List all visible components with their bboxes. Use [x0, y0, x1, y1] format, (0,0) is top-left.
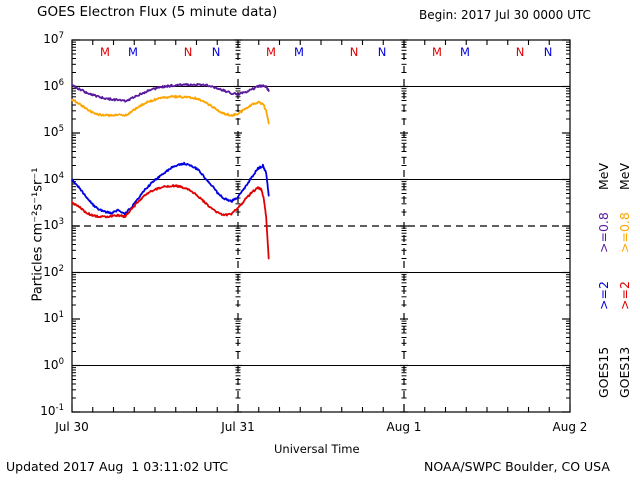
- event-flag-n: N: [543, 45, 553, 59]
- data-series-line: [71, 94, 270, 125]
- updated-timestamp: Updated 2017 Aug 1 03:11:02 UTC: [6, 459, 229, 474]
- y-tick-label: 107: [43, 31, 64, 46]
- event-flag-n: N: [211, 45, 221, 59]
- y-tick-label: 101: [43, 310, 64, 325]
- event-flag-m: M: [432, 45, 442, 59]
- event-flag-m: M: [266, 45, 276, 59]
- event-flag-m: M: [100, 45, 110, 59]
- x-tick-label: Jul 31: [221, 420, 255, 434]
- x-tick-label: Jul 30: [55, 420, 89, 434]
- y-tick-label: 106: [43, 77, 64, 93]
- x-tick-label: Aug 1: [386, 420, 422, 434]
- y-tick-label: 10-1: [40, 403, 64, 418]
- event-flag-n: N: [349, 45, 359, 59]
- y-tick-label: 100: [43, 356, 64, 372]
- event-flag-m: M: [128, 45, 138, 59]
- data-series-line: [71, 82, 270, 103]
- begin-timestamp: Begin: 2017 Jul 30 0000 UTC: [419, 8, 591, 22]
- credit-label: NOAA/SWPC Boulder, CO USA: [424, 459, 610, 474]
- data-series-line: [71, 184, 270, 260]
- y-tick-label: 104: [43, 170, 64, 186]
- event-flag-n: N: [377, 45, 387, 59]
- event-flag-m: M: [294, 45, 304, 59]
- y-tick-label: 103: [43, 217, 64, 232]
- event-flag-m: M: [460, 45, 470, 59]
- x-tick-label: Aug 2: [552, 420, 588, 434]
- x-axis-title: Universal Time: [274, 442, 360, 456]
- y-tick-label: 105: [43, 124, 64, 139]
- data-series-line: [71, 161, 270, 216]
- chart-title: GOES Electron Flux (5 minute data): [37, 4, 278, 20]
- event-flag-n: N: [515, 45, 525, 59]
- event-flag-n: N: [183, 45, 193, 59]
- y-tick-label: 102: [43, 263, 64, 279]
